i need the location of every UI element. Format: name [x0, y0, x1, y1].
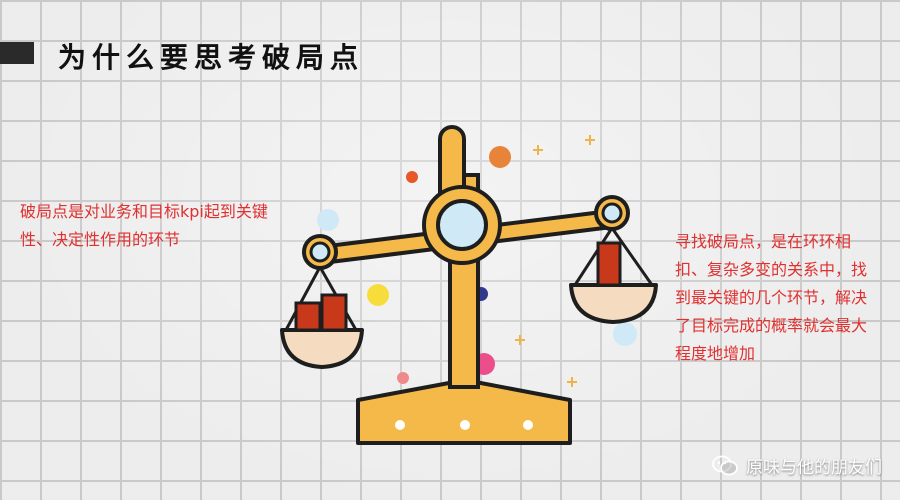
right-pan — [569, 283, 658, 324]
right-callout-text: 寻找破局点，是在环环相扣、复杂多变的关系中，找到最关键的几个环节，解决了目标完成… — [675, 232, 868, 363]
left-callout-text: 破局点是对业务和目标kpi起到关键性、决定性作用的环节 — [20, 202, 268, 249]
right-beam-knob-inner — [601, 202, 623, 224]
balance-scale-illustration — [280, 125, 658, 445]
left-weight-block — [320, 293, 348, 332]
left-weight-block — [294, 301, 322, 332]
wechat-icon — [712, 455, 738, 475]
decor-dot — [317, 209, 339, 231]
page-title: 为什么要思考破局点 — [58, 41, 365, 74]
scale-base — [356, 378, 572, 445]
right-pan-ropes — [573, 227, 654, 286]
sparkles — [515, 135, 595, 387]
decor-dot — [406, 171, 418, 183]
left-pan — [280, 328, 364, 369]
right-weight-block — [596, 241, 622, 287]
title-accent-bar — [0, 42, 34, 64]
decor-dot — [489, 146, 511, 168]
left-beam-knob-inner — [309, 241, 331, 263]
watermark: 原味与他的朋友们 — [712, 453, 882, 478]
decor-dot — [397, 372, 409, 384]
watermark-text: 原味与他的朋友们 — [746, 458, 882, 478]
center-medallion-inner — [436, 199, 488, 251]
decor-dot — [367, 284, 389, 306]
base-rivet — [523, 420, 533, 430]
base-rivet — [395, 420, 405, 430]
decor-dot — [613, 322, 637, 346]
base-rivet — [460, 420, 470, 430]
